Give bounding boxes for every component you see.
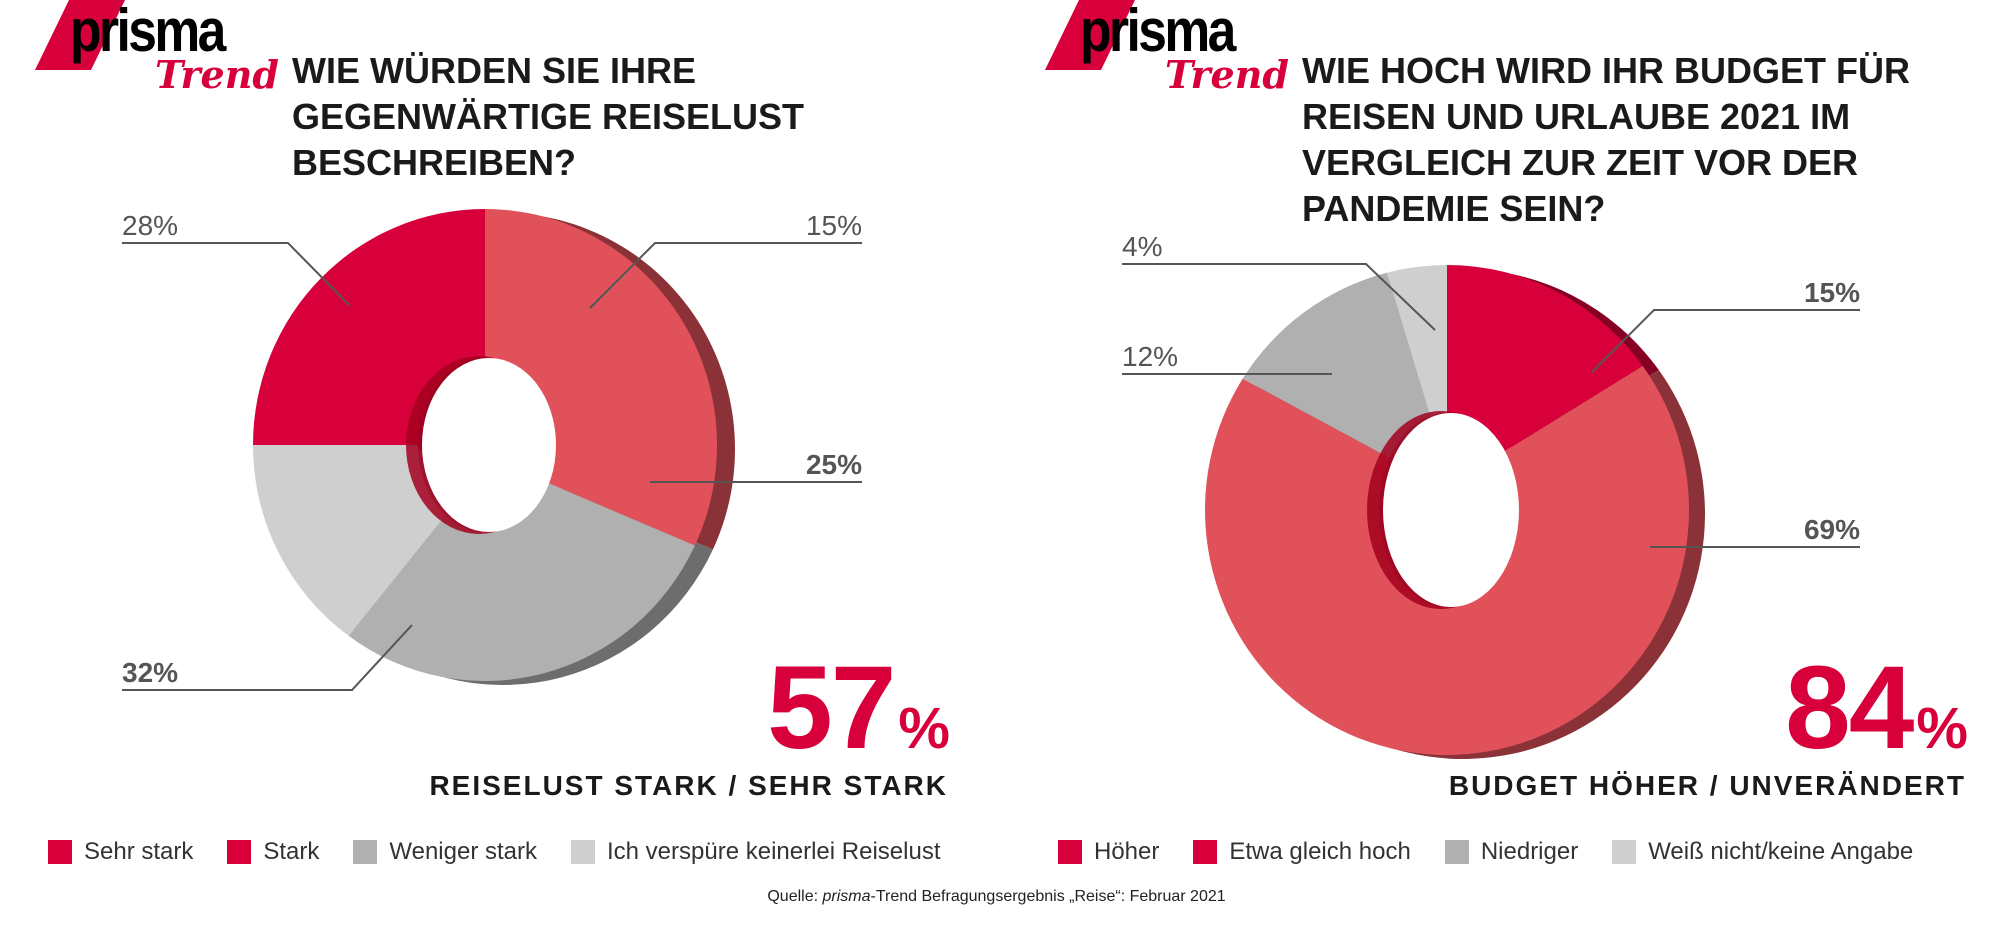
logo-trend-word: Trend: [1165, 52, 1289, 97]
logo-red-bar: [35, 0, 125, 70]
donut-slice-stark: [485, 209, 717, 546]
donut-slice-ich-verspüre-keinerlei-reiselust: [253, 445, 446, 636]
legend-label: Niedriger: [1480, 838, 1579, 865]
legend-label: Ich verspüre keinerlei Reiselust: [607, 838, 941, 865]
legend-swatch: [227, 840, 252, 864]
donut-slice-höher: [1447, 265, 1643, 453]
donut-slice-niedriger: [1242, 272, 1431, 459]
legend-swatch: [1612, 840, 1637, 864]
leader-line: [1591, 309, 1860, 373]
logo-trend-word: Trend: [155, 52, 279, 97]
prisma-trend-logo: prisma Trend: [1045, 0, 1289, 110]
data-label: 15%: [1804, 277, 1860, 308]
source-rest: -Trend Befragungsergebnis „Reise“: Febru…: [870, 888, 1226, 905]
highlight-value: 84: [1785, 642, 1914, 774]
data-label: 28%: [122, 210, 178, 241]
legend-label: Stark: [263, 838, 320, 865]
source-note: Quelle: prisma-Trend Befragungsergebnis …: [0, 888, 1993, 906]
highlight-caption: BUDGET HÖHER / UNVERÄNDERT: [1448, 770, 1966, 801]
legend-budget: Höher Etwa gleich hoch Niedriger Weiß nicht…: [1058, 838, 1947, 866]
legend-reiselust: Sehr stark Stark Weniger stark Ich verspüre…: [48, 838, 974, 866]
source-brand: prisma: [822, 888, 871, 905]
donut-hole: [1383, 413, 1519, 607]
legend-label: Höher: [1094, 838, 1160, 865]
legend-item: Weiß nicht/keine Angabe: [1612, 838, 1913, 866]
legend-label: Etwa gleich hoch: [1229, 838, 1411, 865]
highlight-unit: %: [1916, 696, 1968, 761]
donut-slice-etwa-gleich-hoch: [1205, 365, 1689, 756]
leader-line: [122, 242, 351, 307]
legend-item: Stark: [227, 838, 319, 866]
leader-line: [589, 242, 862, 309]
chart-panel-budget: prisma Trend WIE HOCH WIRD IHR BUDGET FÜ…: [1010, 0, 1993, 870]
data-label: 25%: [806, 449, 862, 480]
question-title: WIE HOCH WIRD IHR BUDGET FÜR REISEN UND …: [1302, 50, 1910, 229]
legend-item: Etwa gleich hoch: [1193, 838, 1411, 866]
donut-chart-reiselust: 25% 32% 28% 15%: [122, 209, 862, 691]
logo-prisma-word: prisma: [1080, 0, 1236, 64]
donut-chart-budget: 15% 69% 12% 4%: [1122, 231, 1860, 759]
question-title: WIE WÜRDEN SIE IHRE GEGENWÄRTIGE REISELU…: [292, 50, 805, 183]
data-label: 32%: [122, 657, 178, 688]
highlight-value: 57: [767, 642, 896, 774]
legend-label: Weiß nicht/keine Angabe: [1648, 838, 1914, 865]
legend-item: Ich verspüre keinerlei Reiselust: [571, 838, 940, 866]
leader-line: [1122, 263, 1436, 331]
donut-slice-weniger-stark: [348, 482, 695, 682]
donut-hole: [422, 358, 556, 532]
leader-line: [122, 624, 413, 691]
chart-panel-reiselust: prisma Trend WIE WÜRDEN SIE IHRE GEGENWÄ…: [0, 0, 996, 870]
legend-swatch: [1058, 840, 1082, 864]
legend-item: Höher: [1058, 838, 1159, 866]
legend-swatch: [48, 840, 72, 864]
legend-label: Weniger stark: [389, 838, 537, 865]
legend-swatch: [353, 840, 378, 864]
legend-swatch: [1193, 840, 1218, 864]
highlight-caption: REISELUST STARK / SEHR STARK: [429, 770, 948, 801]
legend-item: Sehr stark: [48, 838, 193, 866]
highlight-figure: 84%: [1785, 648, 1968, 789]
highlight-figure: 57%: [767, 648, 950, 789]
logo-red-bar: [1045, 0, 1135, 70]
source-prefix: Quelle:: [767, 888, 823, 905]
legend-item: Weniger stark: [353, 838, 537, 866]
prisma-trend-logo: prisma Trend: [35, 0, 279, 110]
data-label: 12%: [1122, 341, 1178, 372]
donut-slice-weiß-nicht-keine-angabe: [1386, 265, 1447, 417]
highlight-unit: %: [898, 696, 950, 761]
legend-item: Niedriger: [1444, 838, 1579, 866]
legend-swatch: [571, 840, 595, 864]
data-label: 69%: [1804, 514, 1860, 545]
data-label: 15%: [806, 210, 862, 241]
data-label: 4%: [1122, 231, 1162, 262]
legend-swatch: [1444, 840, 1469, 864]
logo-prisma-word: prisma: [70, 0, 226, 64]
legend-label: Sehr stark: [84, 838, 194, 865]
